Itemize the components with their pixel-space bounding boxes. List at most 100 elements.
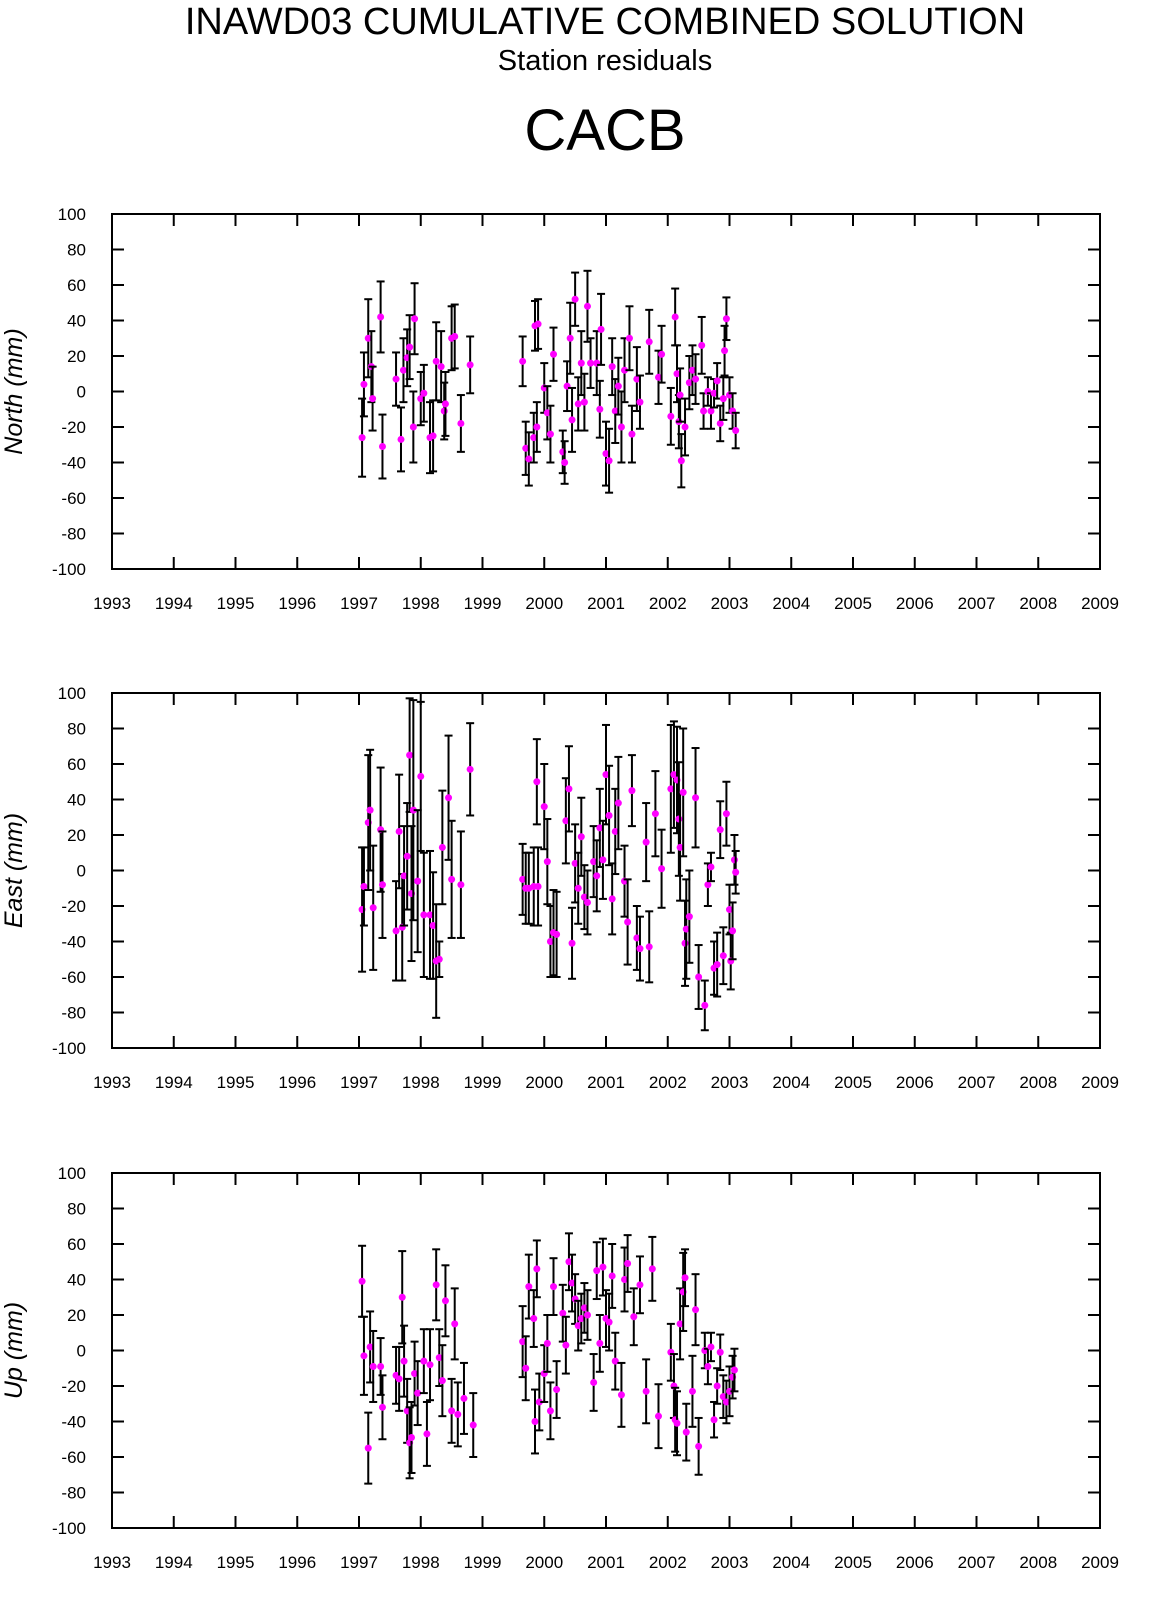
point xyxy=(602,450,610,458)
point xyxy=(695,1442,703,1450)
point xyxy=(435,1354,443,1362)
point xyxy=(535,1398,543,1406)
point xyxy=(531,1418,539,1425)
point xyxy=(417,395,425,403)
point xyxy=(730,856,738,864)
point xyxy=(721,347,729,355)
point xyxy=(583,1311,591,1319)
point xyxy=(420,389,428,397)
point xyxy=(559,1309,567,1317)
point xyxy=(726,906,733,914)
point xyxy=(550,350,558,358)
point xyxy=(608,1272,616,1280)
point xyxy=(602,771,610,779)
point xyxy=(522,444,530,452)
y-tick-label: 100 xyxy=(58,1164,86,1183)
point xyxy=(441,400,449,408)
point xyxy=(651,810,659,818)
point xyxy=(732,868,740,876)
x-tick-label: 2006 xyxy=(896,1073,934,1092)
point xyxy=(574,884,582,892)
x-tick-label: 1998 xyxy=(402,1553,440,1572)
station: CACB xyxy=(524,98,685,163)
x-tick-label: 2006 xyxy=(896,594,934,613)
y-tick-label: 0 xyxy=(77,862,86,881)
point xyxy=(633,934,641,942)
point xyxy=(546,1407,554,1415)
point xyxy=(596,405,604,413)
point xyxy=(448,875,456,883)
point xyxy=(435,955,443,963)
point xyxy=(543,1339,551,1347)
point xyxy=(395,1375,403,1383)
point xyxy=(599,1263,607,1271)
point xyxy=(707,863,715,871)
point xyxy=(599,856,607,864)
point xyxy=(420,911,428,919)
point xyxy=(590,1378,598,1386)
y-axis-label: East (mm) xyxy=(0,813,28,928)
y-tick-label: 80 xyxy=(67,241,86,260)
x-tick-label: 2003 xyxy=(711,594,749,613)
point xyxy=(642,838,650,846)
point xyxy=(550,1283,558,1291)
point xyxy=(614,799,622,807)
point xyxy=(568,939,576,947)
x-tick-label: 1993 xyxy=(93,594,131,613)
y-tick-label: 20 xyxy=(67,347,86,366)
point xyxy=(411,315,419,323)
point xyxy=(677,457,685,465)
x-tick-label: 2004 xyxy=(772,594,810,613)
point xyxy=(698,341,706,349)
point xyxy=(658,865,666,873)
point xyxy=(692,1306,700,1314)
point xyxy=(571,859,579,867)
x-tick-label: 2000 xyxy=(525,1553,563,1572)
point xyxy=(580,1304,588,1312)
point xyxy=(605,1318,613,1326)
point xyxy=(429,922,437,930)
x-tick-label: 1998 xyxy=(402,594,440,613)
point xyxy=(409,423,417,431)
point xyxy=(611,407,619,415)
point xyxy=(692,794,700,802)
y-tick-label: -20 xyxy=(61,418,86,437)
point xyxy=(719,952,727,960)
point xyxy=(400,872,408,880)
point xyxy=(414,877,422,885)
point xyxy=(366,1343,374,1351)
point xyxy=(574,400,582,408)
point xyxy=(707,1343,715,1351)
point xyxy=(378,1403,386,1411)
x-tick-label: 2000 xyxy=(525,594,563,613)
point xyxy=(719,1393,727,1401)
x-tick-label: 1996 xyxy=(278,1553,316,1572)
point xyxy=(722,1398,730,1406)
point xyxy=(534,320,542,328)
point xyxy=(440,407,448,415)
y-tick-label: -40 xyxy=(61,454,86,473)
point xyxy=(729,927,737,935)
y-tick-label: 100 xyxy=(58,205,86,224)
x-tick-label: 2006 xyxy=(896,1553,934,1572)
x-tick-label: 2009 xyxy=(1081,1073,1119,1092)
point xyxy=(722,810,730,818)
point xyxy=(522,1364,530,1372)
point xyxy=(710,1416,718,1424)
point xyxy=(441,1297,449,1305)
x-tick-label: 1994 xyxy=(155,1073,193,1092)
point xyxy=(625,334,633,342)
point xyxy=(695,973,703,981)
point xyxy=(685,379,693,387)
point xyxy=(692,375,700,383)
point xyxy=(716,419,724,427)
point xyxy=(417,772,425,780)
x-tick-label: 2005 xyxy=(834,594,872,613)
point xyxy=(583,302,591,310)
point xyxy=(654,1412,662,1420)
point xyxy=(611,1357,619,1365)
point xyxy=(397,435,405,443)
y-tick-label: 20 xyxy=(67,826,86,845)
point xyxy=(364,1444,372,1452)
